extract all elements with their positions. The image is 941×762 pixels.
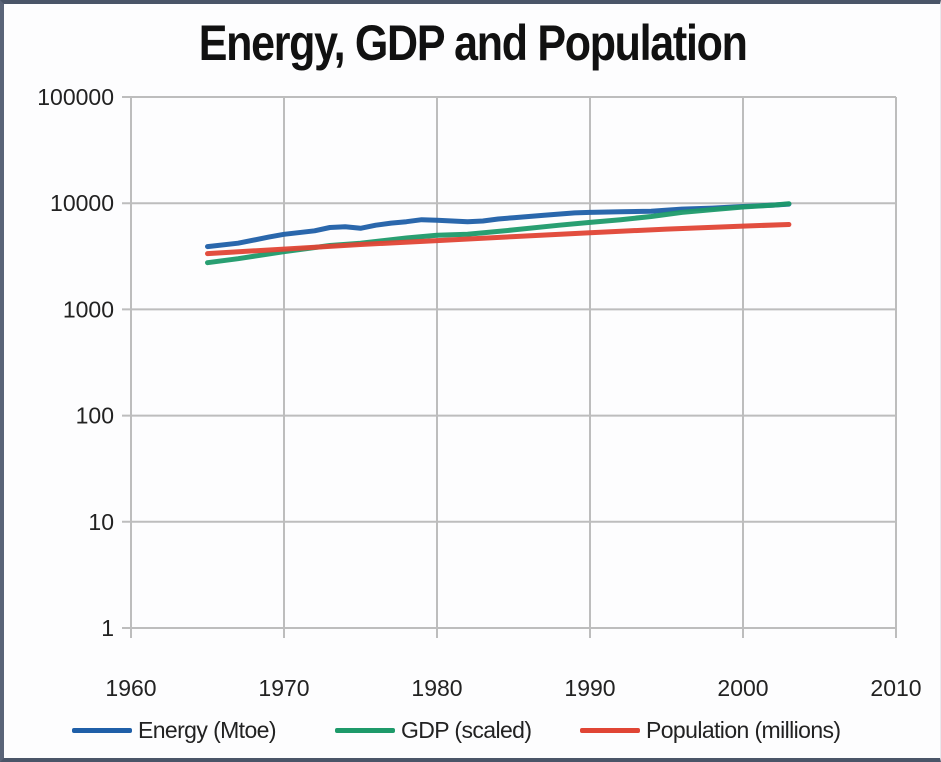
x-tick-label: 2010 <box>870 675 921 701</box>
x-tick-label: 1960 <box>105 675 156 701</box>
series-lines <box>205 201 792 266</box>
series-line-energy <box>205 201 792 250</box>
chart-title: Energy, GDP and Population <box>198 15 748 71</box>
legend-item-population: Population (millions) <box>580 712 841 748</box>
y-tick-label: 100000 <box>37 84 114 110</box>
legend: Energy (Mtoe) GDP (scaled) Population (m… <box>0 712 941 748</box>
y-axis-ticks: 1 10 100 1000 10000 100000 <box>37 84 114 641</box>
y-tick-label: 1000 <box>63 296 114 322</box>
legend-label-population: Population (millions) <box>646 716 841 743</box>
x-tick-label: 1980 <box>411 675 462 701</box>
y-tick-label: 10 <box>88 509 114 535</box>
legend-swatch-population <box>580 727 640 733</box>
y-tick-label: 10000 <box>50 190 114 216</box>
y-tick-label: 100 <box>76 403 114 429</box>
x-tick-label: 1990 <box>564 675 615 701</box>
legend-swatch-energy <box>72 727 132 733</box>
legend-item-energy: Energy (Mtoe) <box>72 712 277 748</box>
legend-swatch-gdp <box>335 727 395 733</box>
x-tick-label: 2000 <box>717 675 768 701</box>
grid <box>122 96 897 638</box>
legend-item-gdp: GDP (scaled) <box>335 712 532 748</box>
series-line-population <box>205 222 792 257</box>
x-tick-label: 1970 <box>258 675 309 701</box>
y-tick-label: 1 <box>101 615 114 641</box>
x-axis-ticks: 1960 1970 1980 1990 2000 2010 <box>105 675 921 701</box>
legend-label-gdp: GDP (scaled) <box>401 716 532 743</box>
legend-label-energy: Energy (Mtoe) <box>138 716 277 743</box>
